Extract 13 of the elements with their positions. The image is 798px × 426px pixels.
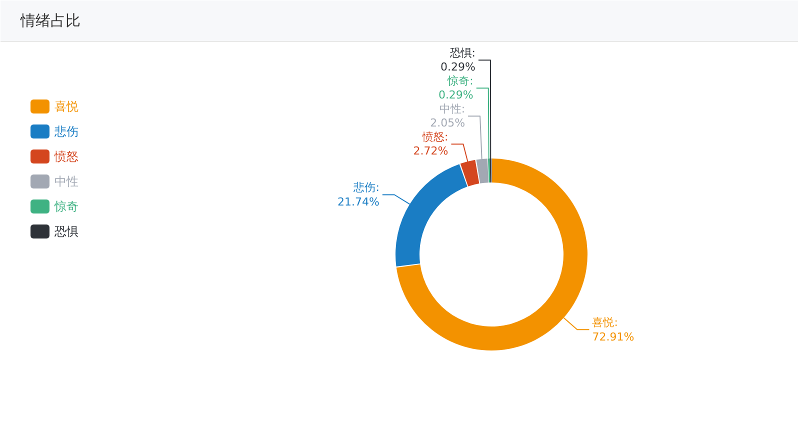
legend-label: 悲伤 xyxy=(54,124,78,138)
legend-label: 愤怒 xyxy=(54,150,78,164)
data-label: 愤怒: 2.72% xyxy=(413,130,448,158)
data-label: 惊奇: 0.29% xyxy=(438,74,474,102)
data-label: 悲伤: 21.74% xyxy=(337,181,380,208)
chart-title: 情绪占比 xyxy=(20,12,80,30)
legend-label: 恐惧 xyxy=(54,224,78,238)
data-label: 恐惧: 0.29% xyxy=(440,46,476,74)
legend-label: 惊奇 xyxy=(54,200,78,214)
data-label: 喜悦: 72.91% xyxy=(592,316,634,344)
data-label: 中性: 2.05% xyxy=(430,102,466,130)
legend-label: 喜悦 xyxy=(54,100,78,114)
legend-label: 中性 xyxy=(54,174,78,188)
